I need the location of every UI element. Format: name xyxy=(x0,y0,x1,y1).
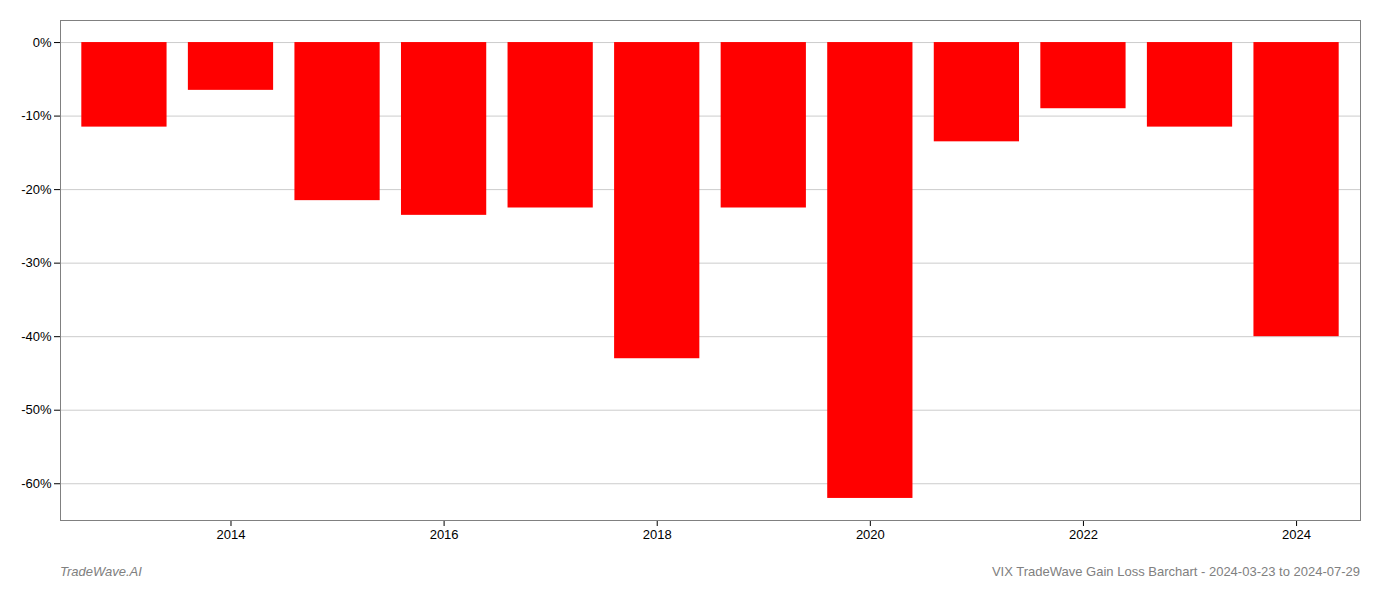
svg-text:2014: 2014 xyxy=(217,527,246,542)
html-text:TradeWave.AI: TradeWave.AI xyxy=(60,564,142,579)
svg-text:2022: 2022 xyxy=(1069,527,1098,542)
svg-text:-60%: -60% xyxy=(21,476,52,491)
svg-text:-50%: -50% xyxy=(21,402,52,417)
html-text:VIX TradeWave Gain Loss Barcha: VIX TradeWave Gain Loss Barchart - 2024-… xyxy=(991,564,1360,579)
svg-text:0%: 0% xyxy=(33,35,52,50)
svg-text:2024: 2024 xyxy=(1282,527,1311,542)
svg-text:-10%: -10% xyxy=(21,108,52,123)
svg-text:2018: 2018 xyxy=(643,527,672,542)
svg-text:2020: 2020 xyxy=(856,527,885,542)
svg-text:-30%: -30% xyxy=(21,255,52,270)
svg-text:2016: 2016 xyxy=(430,527,459,542)
svg-text:-40%: -40% xyxy=(21,329,52,344)
svg-text:-20%: -20% xyxy=(21,182,52,197)
